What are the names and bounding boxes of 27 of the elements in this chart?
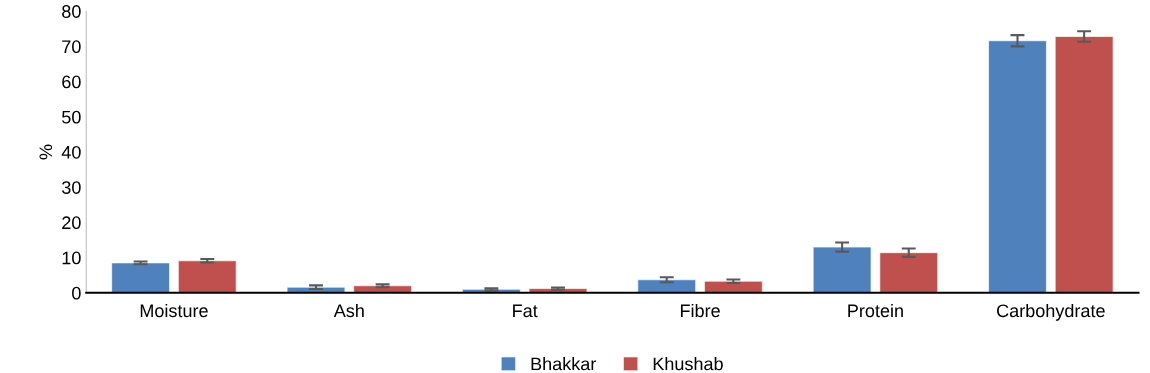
bar <box>111 262 170 293</box>
y-tick-label: 50 <box>62 110 81 124</box>
y-tick-label: 0 <box>72 286 81 300</box>
x-tick-label: Ash <box>333 303 364 318</box>
y-tick-label: 40 <box>61 145 81 159</box>
bar <box>1054 36 1114 293</box>
y-tick-label: 60 <box>62 75 81 89</box>
y-tick-label: 80 <box>62 5 81 18</box>
x-tick-label: Carbohydrate <box>997 303 1105 321</box>
legend-label: Khushab <box>653 357 723 371</box>
bar <box>353 285 412 293</box>
bar <box>879 252 939 293</box>
bar <box>988 40 1047 293</box>
x-tick-label: Protein <box>848 303 903 318</box>
bar <box>812 246 872 293</box>
bar <box>637 279 697 293</box>
bar <box>177 260 237 293</box>
legend-label: Bhakkar <box>531 357 597 371</box>
y-tick-label: 30 <box>62 181 81 194</box>
y-tick-label: 70 <box>62 40 81 54</box>
y-tick-label: 10 <box>62 251 81 265</box>
x-tick-label: Fibre <box>680 303 720 318</box>
bar <box>704 280 763 293</box>
x-tick-label: Fat <box>513 304 538 318</box>
x-tick-label: Moisture <box>140 303 208 318</box>
y-axis-title: % <box>39 144 53 160</box>
y-tick-label: 20 <box>62 216 81 230</box>
